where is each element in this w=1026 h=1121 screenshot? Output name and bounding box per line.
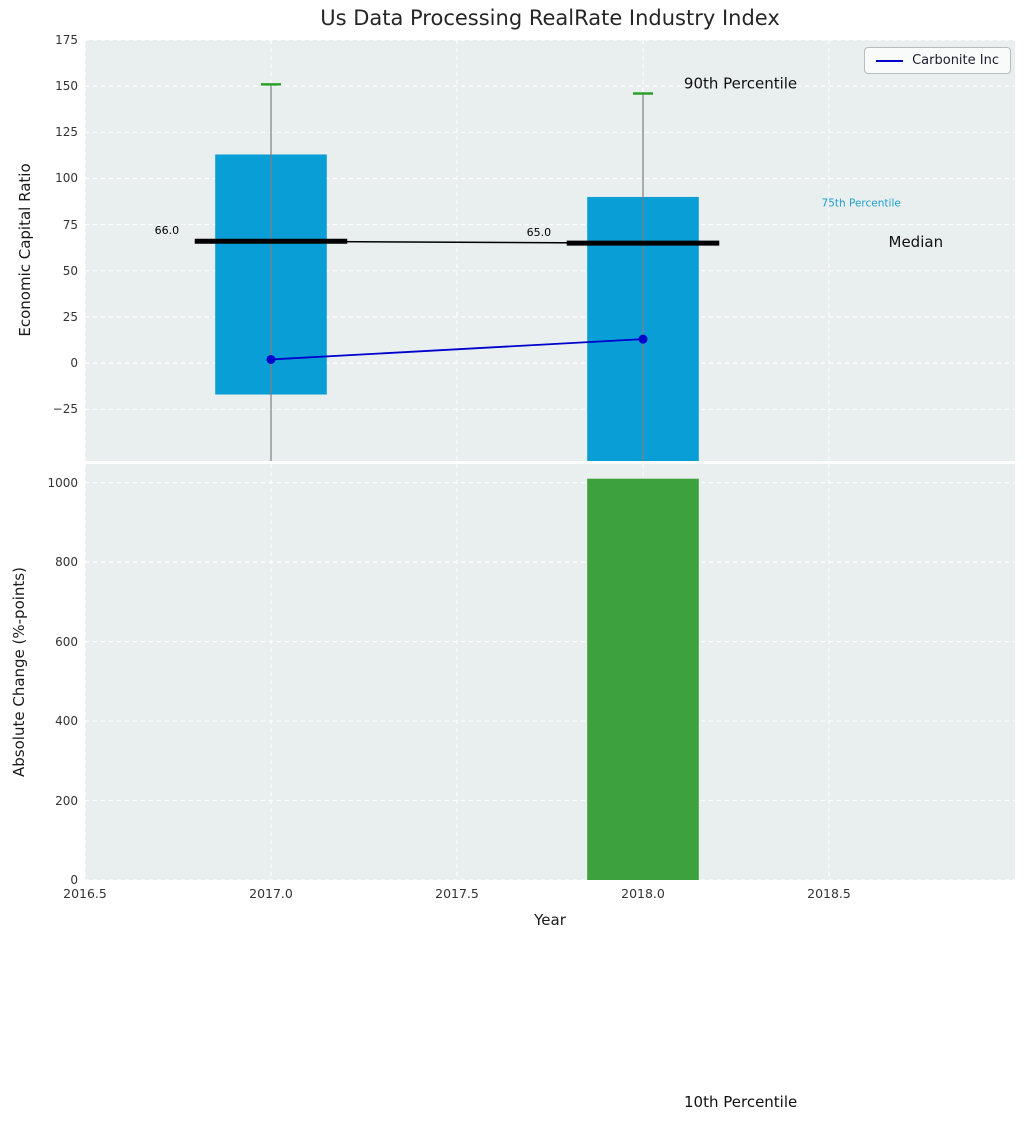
series-point xyxy=(266,354,276,364)
change-bar xyxy=(587,478,699,880)
top-plot-canvas: 66.0 65.0 90th Percentile 75th Percentile Me… xyxy=(85,40,1015,461)
y-tick-label-bottom: 0 xyxy=(70,873,78,887)
y-tick-label-top: 75 xyxy=(62,217,78,232)
y-tick-label-bottom: 400 xyxy=(55,714,78,729)
y-tick-label-bottom: 1000 xyxy=(47,475,78,490)
x-tick-label: 2017.0 xyxy=(249,886,293,901)
legend: Carbonite Inc xyxy=(864,47,1011,74)
legend-label-carbonite: Carbonite Inc xyxy=(912,53,999,68)
y-tick-label-top: 25 xyxy=(62,309,78,324)
chart-title: Us Data Processing RealRate Industry Ind… xyxy=(320,6,780,30)
y-tick-label-top: −25 xyxy=(52,402,78,417)
x-tick-label: 2018.5 xyxy=(807,886,851,901)
xlabel-year: Year xyxy=(534,911,566,929)
y-tick-label-bottom: 200 xyxy=(55,793,78,808)
bottom-plot-canvas xyxy=(85,464,1015,880)
y-tick-label-top: 150 xyxy=(55,79,78,94)
series-point xyxy=(638,334,648,344)
chart-annotation: Median xyxy=(889,233,944,251)
chart-annotation: 90th Percentile xyxy=(684,74,797,92)
annotation-10th-percentile: 10th Percentile xyxy=(684,1093,798,1111)
series-line-carbonite xyxy=(270,338,644,361)
chart-annotation: 75th Percentile xyxy=(822,197,901,209)
y-tick-label-top: 50 xyxy=(62,263,78,278)
x-tick-label: 2016.5 xyxy=(63,886,107,901)
ylabel-absolute-change: Absolute Change (%-points) xyxy=(10,567,28,777)
top-plot: 66.0 65.0 90th Percentile 75th Percentile Me… xyxy=(85,40,1015,461)
x-tick-label: 2017.5 xyxy=(435,886,479,901)
y-tick-label-top: 100 xyxy=(55,171,78,186)
y-tick-label-top: 175 xyxy=(55,33,78,47)
bottom-plot xyxy=(85,464,1015,880)
y-tick-label-bottom: 600 xyxy=(55,634,78,649)
chart-annotation: 65.0 xyxy=(527,226,552,239)
y-tick-label-bottom: 800 xyxy=(55,555,78,570)
x-tick-label: 2018.0 xyxy=(621,886,665,901)
legend-line-swatch xyxy=(876,59,904,62)
y-tick-label-top: 125 xyxy=(55,125,78,140)
chart-annotation: 66.0 xyxy=(155,224,180,237)
y-tick-label-top: 0 xyxy=(70,356,78,371)
